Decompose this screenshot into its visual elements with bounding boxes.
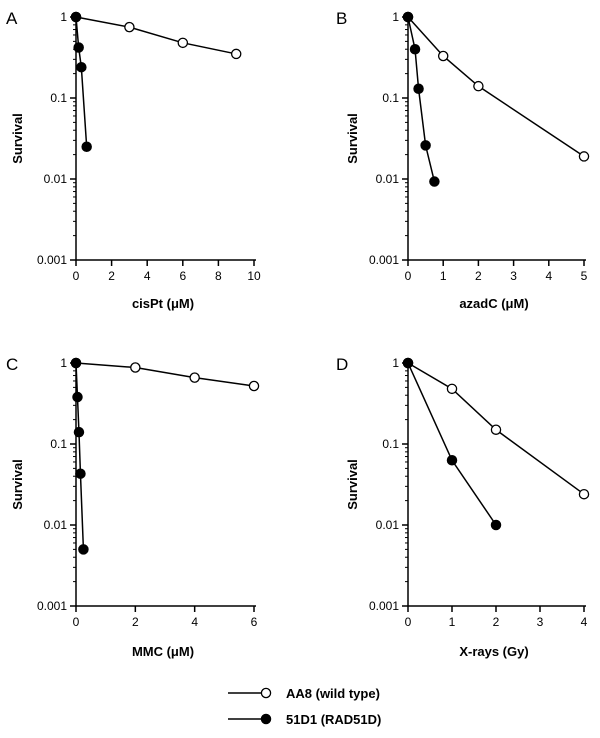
y-tick-label: 0.1: [50, 91, 67, 105]
panel-b: B 1 0.1 0.01 0.001 0 1 2 3 4 5 azadC (μM) Survival: [336, 9, 590, 311]
y-tick-label: 1: [392, 10, 399, 24]
aa8-data-point: [248, 380, 260, 392]
series-line-aa8: [407, 362, 585, 495]
x-tick-label: 0: [405, 269, 412, 283]
x-tick-label: 5: [581, 269, 588, 283]
y-tick-label: 0.01: [376, 518, 400, 532]
51d1-data-point: [490, 519, 502, 531]
51d1-data-point: [78, 544, 89, 555]
x-tick-label: 1: [449, 615, 456, 629]
series-line-aa8: [75, 362, 255, 387]
51d1-data-point: [75, 468, 86, 479]
x-tick-label: 4: [144, 269, 151, 283]
51d1-data-point: [446, 455, 458, 466]
legend-filled-circle-marker: [260, 713, 272, 725]
x-tick-label: 6: [251, 615, 258, 629]
x-axis-label: MMC (μM): [132, 644, 194, 659]
aa8-data-point: [230, 48, 242, 60]
series-line-51d1: [75, 16, 88, 147]
51d1-data-point: [81, 141, 92, 153]
panel-letter: C: [6, 355, 18, 374]
y-axis-label: Survival: [10, 113, 25, 164]
aa8-data-point: [177, 37, 189, 49]
y-tick-label: 0.001: [369, 253, 399, 267]
x-tick-label: 3: [537, 615, 544, 629]
51d1-data-point: [72, 391, 83, 403]
y-tick-label: 0.01: [44, 518, 68, 532]
aa8-data-point: [473, 80, 484, 92]
aa8-data-point: [578, 151, 590, 162]
x-tick-label: 4: [545, 269, 552, 283]
panel-letter: B: [336, 9, 347, 28]
51d1-data-point: [73, 426, 85, 438]
x-tick-label: 4: [191, 615, 198, 629]
x-tick-label: 10: [247, 269, 261, 283]
51d1-data-point: [420, 140, 431, 151]
51d1-data-point: [413, 83, 424, 95]
series-line-aa8: [75, 16, 237, 55]
y-tick-label: 0.001: [37, 599, 67, 613]
y-tick-label: 1: [60, 356, 67, 370]
legend-label: 51D1 (RAD51D): [286, 712, 381, 727]
aa8-data-point: [437, 50, 449, 62]
legend: AA8 (wild type) 51D1 (RAD51D): [228, 686, 381, 727]
51d1-data-point: [73, 42, 84, 53]
aa8-data-point: [578, 488, 590, 500]
y-tick-label: 0.001: [369, 599, 399, 613]
51d1-data-point: [70, 11, 82, 23]
y-tick-label: 0.1: [382, 91, 399, 105]
series-line-51d1: [75, 362, 85, 550]
x-tick-label: 2: [108, 269, 115, 283]
x-tick-label: 8: [215, 269, 222, 283]
aa8-data-point: [130, 362, 141, 373]
aa8-data-point: [124, 21, 135, 33]
legend-label: AA8 (wild type): [286, 686, 380, 701]
x-tick-label: 0: [73, 269, 80, 283]
y-tick-label: 0.001: [37, 253, 67, 267]
aa8-data-point: [490, 424, 502, 435]
panel-a: A 1 0.1 0.01 0.001 0 2 4 6 8 10 cisPt (μM) Survival: [6, 9, 261, 311]
y-tick-label: 1: [392, 356, 399, 370]
x-tick-label: 6: [179, 269, 186, 283]
series-line-aa8: [407, 16, 585, 158]
y-axis-label: Survival: [345, 459, 360, 510]
x-tick-label: 4: [581, 615, 588, 629]
panel-letter: D: [336, 355, 348, 374]
y-axis-label: Survival: [345, 113, 360, 164]
aa8-data-point: [189, 372, 200, 383]
x-tick-label: 2: [475, 269, 482, 283]
y-tick-label: 1: [60, 10, 67, 24]
x-tick-label: 1: [440, 269, 447, 283]
aa8-data-point: [446, 383, 458, 395]
x-axis-label: cisPt (μM): [132, 296, 194, 311]
x-axis-label: X-rays (Gy): [459, 644, 528, 659]
y-tick-label: 0.1: [382, 437, 399, 451]
y-tick-label: 0.01: [44, 172, 68, 186]
x-tick-label: 0: [73, 615, 80, 629]
51d1-data-point: [409, 43, 421, 55]
51d1-data-point: [70, 357, 82, 369]
panel-c: C 1 0.1 0.01 0.001 0 2 4 6 MMC (μM) Survival: [6, 355, 260, 659]
x-axis-label: azadC (μM): [459, 296, 528, 311]
51d1-data-point: [402, 11, 414, 23]
51d1-data-point: [402, 357, 414, 369]
y-tick-label: 0.01: [376, 172, 400, 186]
panel-d: D 1 0.1 0.01 0.001 0 1 2 3 4 X-rays (Gy) Survival: [336, 355, 590, 659]
panel-letter: A: [6, 9, 18, 28]
51d1-data-point: [429, 176, 440, 187]
x-tick-label: 2: [493, 615, 500, 629]
x-tick-label: 2: [132, 615, 139, 629]
x-tick-label: 3: [510, 269, 517, 283]
legend-open-circle-marker: [260, 687, 272, 699]
x-tick-label: 0: [405, 615, 412, 629]
y-axis-label: Survival: [10, 459, 25, 510]
y-tick-label: 0.1: [50, 437, 67, 451]
51d1-data-point: [76, 61, 87, 73]
